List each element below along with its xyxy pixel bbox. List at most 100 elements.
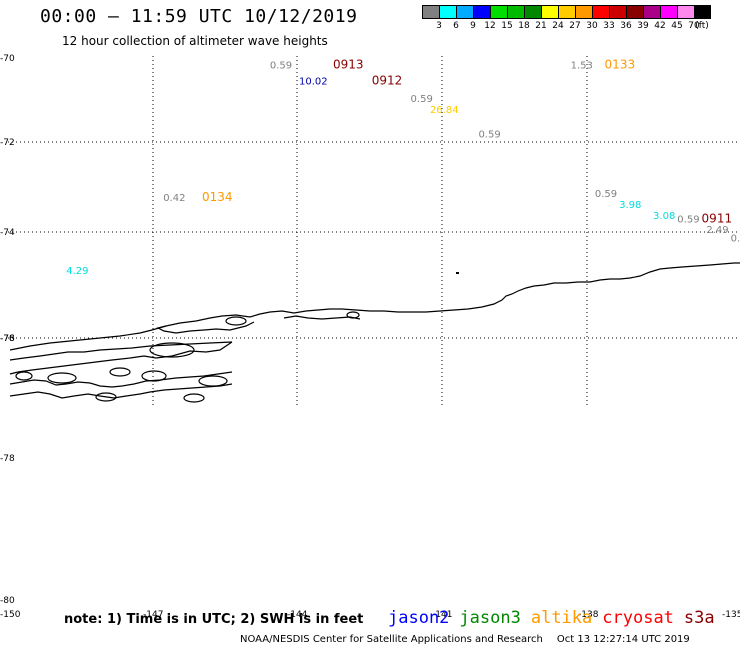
color-scale-label: 30 (586, 21, 598, 31)
wave-height-value: 0.59 (270, 60, 292, 71)
coast-segment (9, 371, 233, 388)
color-swatch (558, 5, 575, 19)
latitude-label: -78 (0, 454, 15, 464)
color-scale-label: 21 (535, 21, 547, 31)
island (198, 375, 228, 387)
color-swatch (677, 5, 694, 19)
color-swatch (694, 5, 711, 19)
color-scale-label: 18 (518, 21, 530, 31)
color-scale-label: 9 (470, 21, 476, 31)
longitude-label: -135 (722, 610, 740, 620)
credit-text: NOAA/NESDIS Center for Satellite Applica… (240, 634, 543, 645)
latitude-label: -70 (0, 54, 15, 64)
color-scale-label: 36 (620, 21, 632, 31)
color-scale-label: 42 (654, 21, 666, 31)
color-swatch (422, 5, 439, 19)
longitude-label: -138 (578, 610, 599, 620)
island (225, 316, 247, 326)
ice-shelf-edge (165, 262, 740, 327)
color-scale-label: 15 (501, 21, 513, 31)
wave-height-value: 0.59 (731, 234, 740, 245)
pass-time-label: 0134 (202, 190, 233, 204)
wave-height-value: 10.02 (299, 77, 328, 88)
color-swatch (456, 5, 473, 19)
color-scale-label: 27 (569, 21, 581, 31)
satellite-legend-item: altika (530, 608, 593, 628)
antarctic-coastline (9, 262, 740, 403)
island (109, 367, 131, 377)
color-scale-label: 12 (484, 21, 496, 31)
wave-height-value: 0.59 (677, 214, 699, 225)
color-scale-label: 24 (552, 21, 564, 31)
color-scale-label: 3 (436, 21, 442, 31)
latitude-label: -74 (0, 228, 15, 238)
wave-height-color-scale: 3 6 9 12 15 18 21 24 27 30 33 36 39 42 45 70 (ft) (422, 5, 711, 31)
latitude-label: -80 (0, 596, 15, 606)
color-scale-label: 39 (637, 21, 649, 31)
wave-height-value: 26.84 (430, 105, 459, 116)
latitude-label: -76 (0, 334, 15, 344)
color-scale-swatches (422, 5, 711, 19)
color-scale-label: 33 (603, 21, 615, 31)
credit-line: NOAA/NESDIS Center for Satellite Applica… (240, 634, 690, 645)
pass-time-label: 0911 (702, 211, 733, 225)
satellite-legend-item: jason2 (388, 608, 450, 628)
coast-segment (9, 341, 233, 375)
pass-time-label: 0913 (333, 57, 364, 71)
wave-height-value: 1.53 (571, 60, 593, 71)
color-scale-labels: 3 6 9 12 15 18 21 24 27 30 33 36 39 42 45 70 (ft) (422, 19, 711, 31)
pass-time-label: 0912 (372, 74, 403, 88)
longitude-label: -141 (432, 610, 452, 620)
coast-segment (283, 315, 361, 320)
wave-height-value: 4.29 (66, 266, 88, 277)
color-swatch (575, 5, 592, 19)
wave-height-value: 0.59 (595, 189, 617, 200)
coast-segment (9, 383, 233, 399)
graticule: -70-72-74-76-78-78-80-150 -147 -144 -141 -13… (0, 54, 740, 620)
color-scale-label: 70 (688, 21, 700, 31)
island (47, 372, 77, 384)
color-swatch (609, 5, 626, 19)
sea-mark (456, 272, 459, 274)
map-title: 00:00 – 11:59 UTC 10/12/2019 (40, 6, 358, 27)
color-swatch (660, 5, 677, 19)
color-swatch (507, 5, 524, 19)
color-scale-label: 6 (453, 21, 459, 31)
color-swatch (541, 5, 558, 19)
generated-timestamp: Oct 13 12:27:14 UTC 2019 (556, 634, 690, 645)
wave-height-value: 3.08 (653, 211, 675, 222)
island (183, 393, 205, 403)
wave-height-value: 0.59 (411, 94, 433, 105)
color-swatch (473, 5, 490, 19)
wave-height-value: 3.98 (619, 200, 641, 211)
coast-segment (59, 325, 167, 343)
wave-height-value: 2.49 (706, 225, 728, 236)
map-subtitle: 12 hour collection of altimeter wave hei… (62, 34, 328, 48)
longitude-label: -147 (143, 610, 163, 620)
color-swatch (643, 5, 660, 19)
coast-segment (156, 321, 255, 334)
satellite-legend-item: jason3 (459, 608, 521, 628)
units-note: note: 1) Time is in UTC; 2) SWH is in fe… (64, 612, 364, 627)
satellite-legend-item: s3a (683, 608, 715, 628)
color-swatch (524, 5, 541, 19)
island (141, 370, 167, 382)
island (149, 342, 195, 358)
longitude-label: -144 (287, 610, 308, 620)
color-swatch (439, 5, 456, 19)
island (95, 392, 117, 402)
island (15, 371, 33, 381)
latitude-label: -72 (0, 138, 15, 148)
color-swatch (626, 5, 643, 19)
color-scale-label: (ft) (695, 21, 709, 31)
color-swatch (490, 5, 507, 19)
wave-height-value: 0.42 (163, 193, 185, 204)
wave-height-value: 0.59 (478, 129, 500, 140)
longitude-label: -150 (0, 610, 21, 620)
pass-time-label: 0133 (605, 57, 636, 71)
island (346, 311, 360, 319)
latitude-label: -78 (0, 334, 15, 344)
